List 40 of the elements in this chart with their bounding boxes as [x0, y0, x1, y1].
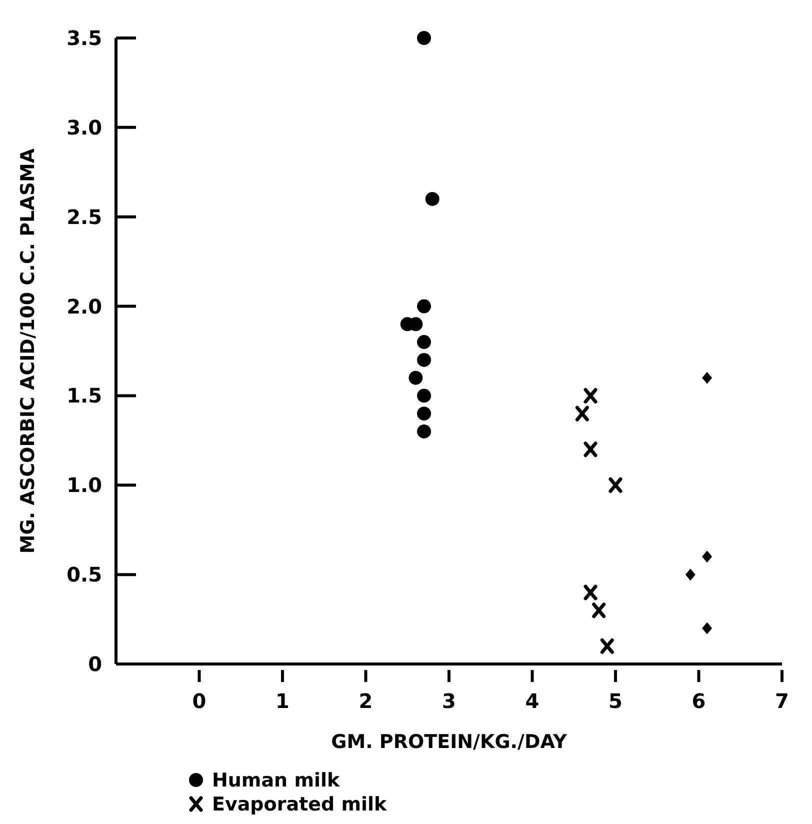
- point: [417, 31, 432, 45]
- x-tick-label: 1: [276, 689, 290, 713]
- x-tick-label: 7: [775, 689, 789, 713]
- point: [702, 622, 712, 634]
- point: [417, 299, 432, 314]
- point: [600, 638, 614, 654]
- x-tick-label: 2: [358, 689, 373, 713]
- point: [608, 477, 622, 493]
- x-tick-label: 4: [525, 689, 540, 713]
- y-tick-label: 2.0: [66, 294, 102, 318]
- x-axis-title: GM. PROTEIN/KG./DAY: [331, 731, 568, 753]
- y-tick-label: 0: [88, 652, 102, 676]
- x-tick-label: 6: [692, 689, 706, 713]
- y-axis-title: MG. ASCORBIC ACID/100 C.C. PLASMA: [17, 148, 39, 554]
- legend-label: Human milk: [212, 770, 340, 792]
- point: [425, 192, 440, 206]
- point: [584, 388, 598, 404]
- legend-label: Evaporated milk: [212, 794, 388, 816]
- point: [575, 406, 589, 422]
- x-tick-label: 0: [192, 689, 206, 713]
- y-tick-label: 3.0: [66, 115, 102, 140]
- point: [592, 602, 606, 618]
- x-tick-label: 5: [608, 689, 622, 713]
- point: [584, 442, 598, 458]
- x-tick-label: 3: [442, 689, 456, 713]
- point: [417, 388, 432, 403]
- point: [417, 406, 432, 421]
- y-tick-label: 1.0: [66, 473, 102, 498]
- y-tick-label: 3.5: [66, 26, 102, 50]
- point: [417, 424, 432, 438]
- y-tick-label: 1.5: [66, 384, 102, 408]
- point: [584, 584, 598, 600]
- point: [702, 550, 712, 563]
- y-tick-label: 0.5: [66, 562, 102, 587]
- y-tick-label: 2.5: [66, 204, 102, 229]
- point: [417, 335, 432, 350]
- point: [702, 372, 712, 384]
- point: [685, 568, 696, 581]
- point: [417, 352, 432, 367]
- point: [408, 370, 423, 385]
